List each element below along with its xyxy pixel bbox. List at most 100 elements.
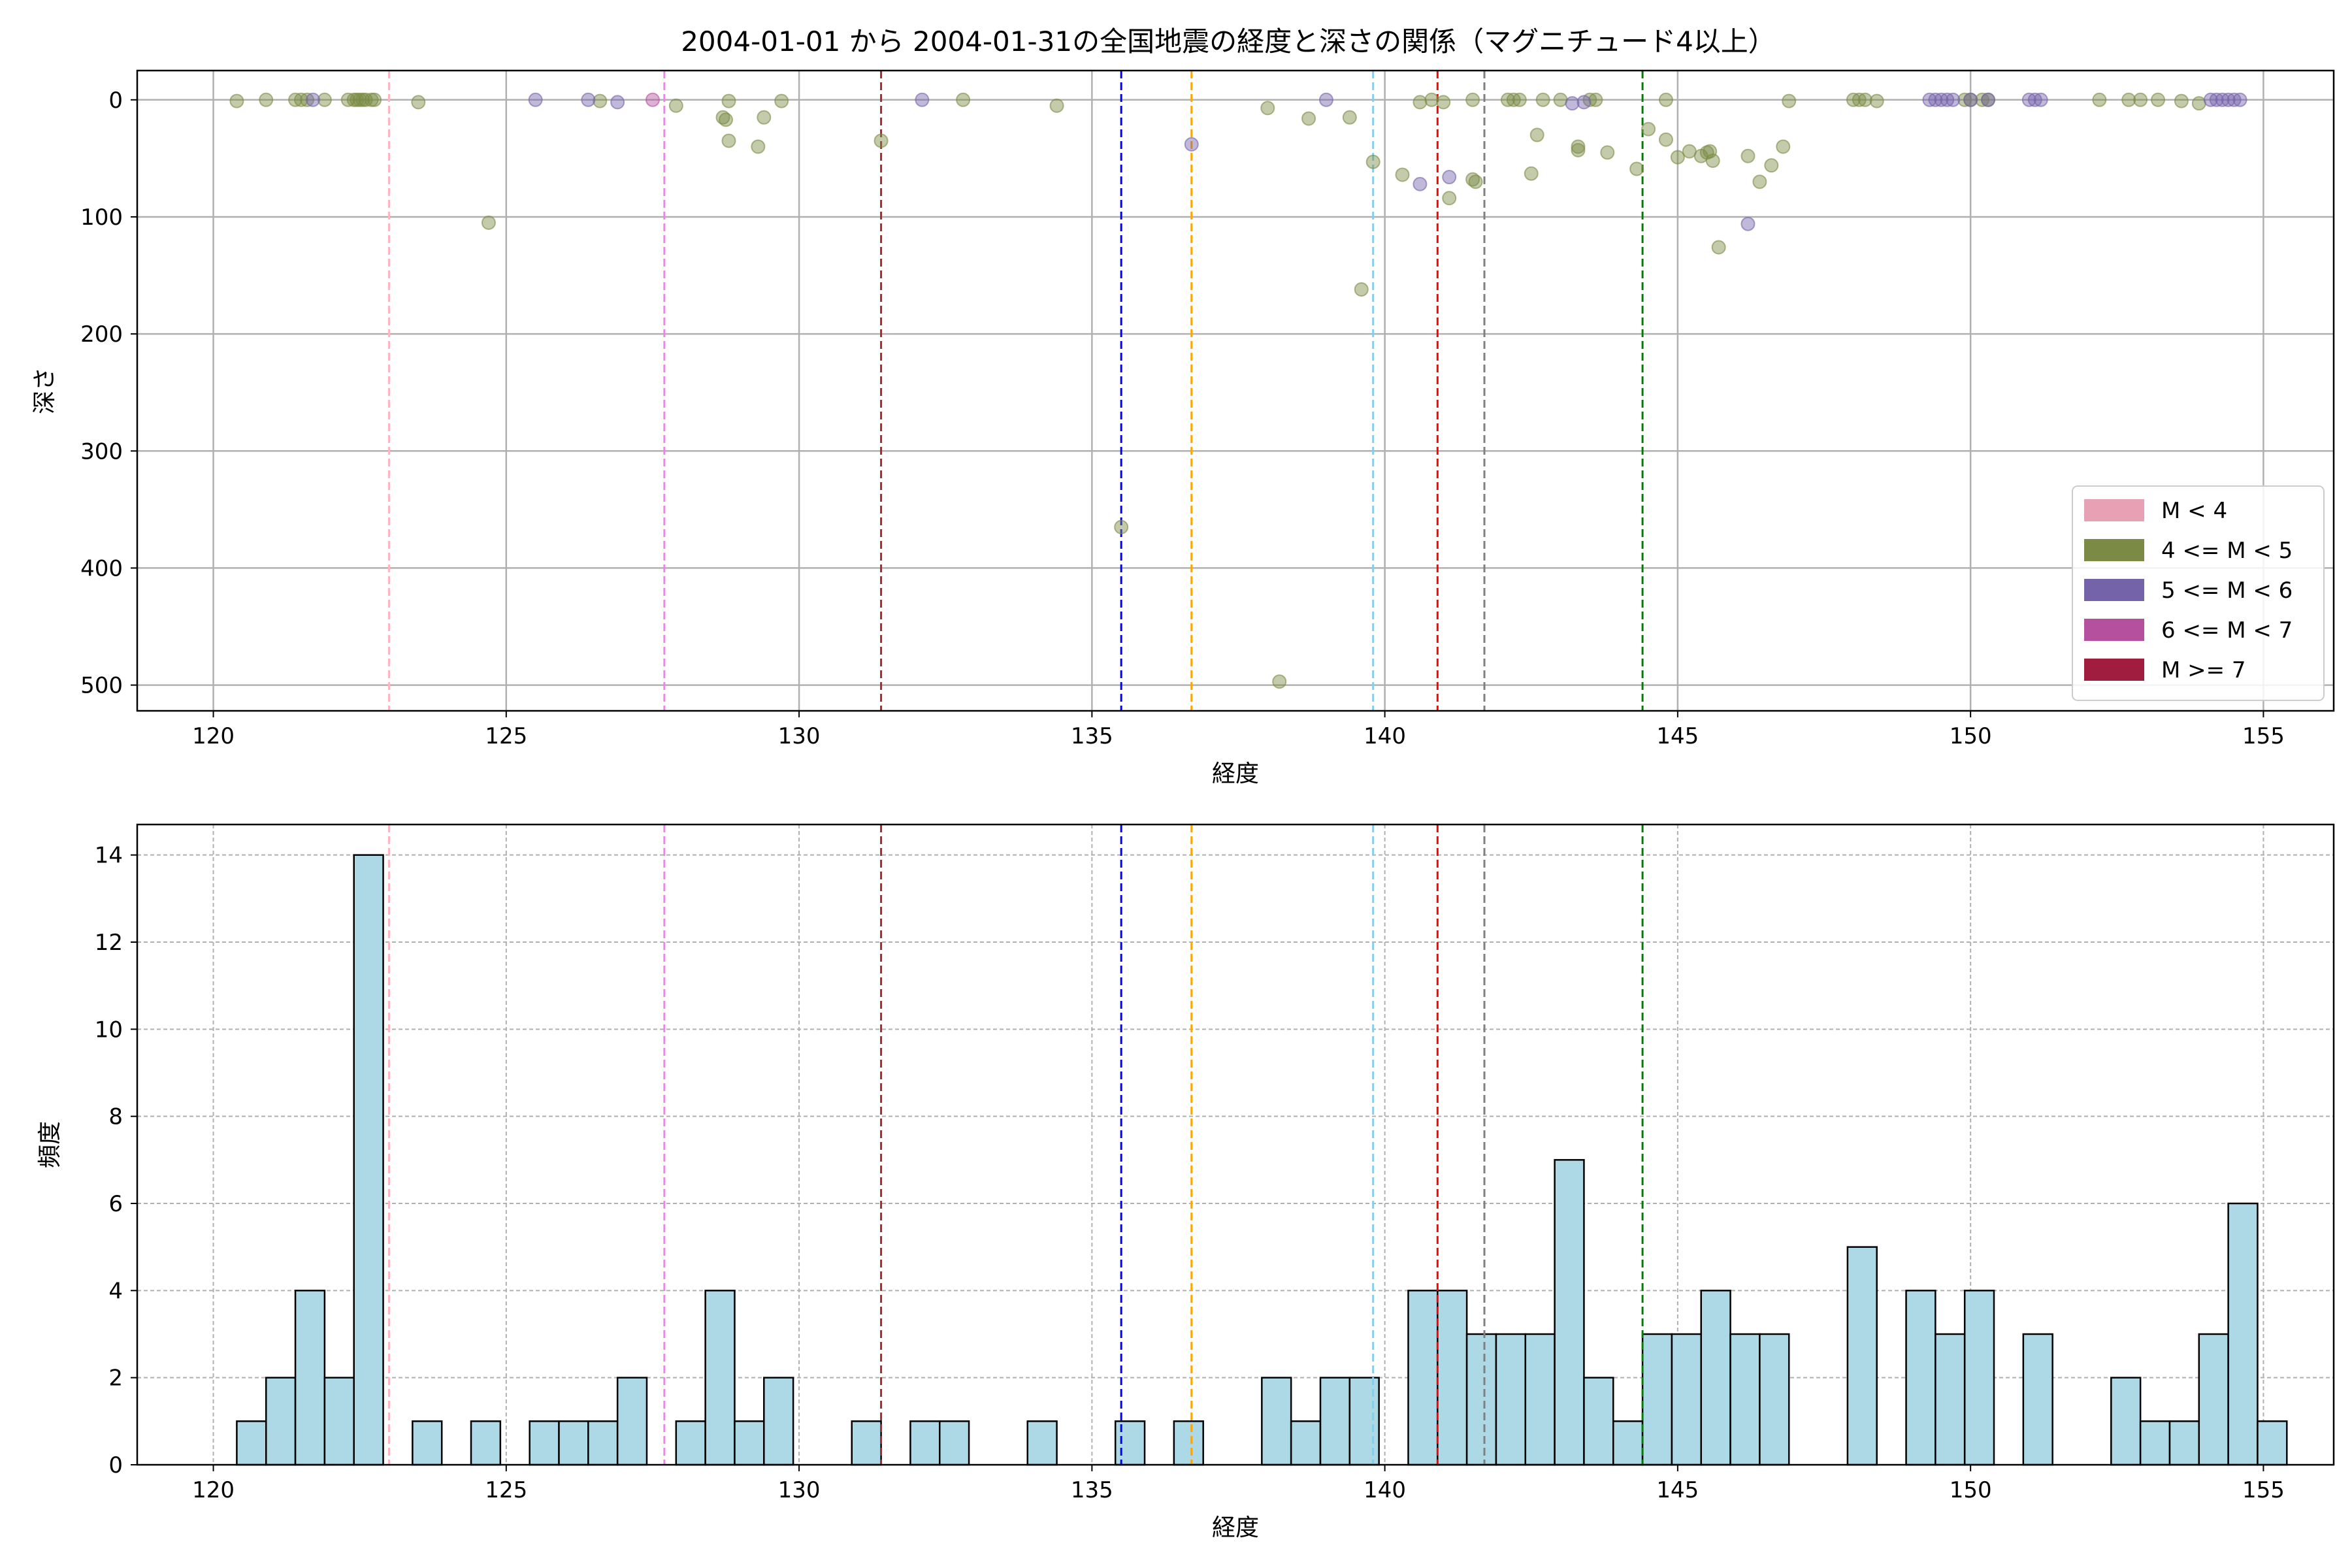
data-point xyxy=(1395,167,1410,182)
histogram-bar xyxy=(616,1377,648,1466)
data-point xyxy=(2121,92,2136,107)
histogram-bar xyxy=(558,1420,589,1466)
data-point xyxy=(1571,139,1586,154)
data-point xyxy=(1928,92,1943,107)
legend-label: M < 4 xyxy=(2161,498,2227,524)
x-tick-label: 135 xyxy=(1071,1477,1113,1503)
histogram-bar xyxy=(1905,1290,1936,1466)
histogram-chart: 120 125 130 135 140 145 150 155 0 2 4 6 8 10 12 14 経度 頻度 xyxy=(37,823,2335,1541)
data-point xyxy=(1500,92,1515,107)
data-point xyxy=(1413,95,1428,110)
x-tick-label: 130 xyxy=(778,723,821,749)
y-tick-label: 500 xyxy=(80,673,123,699)
data-point xyxy=(1260,101,1275,116)
histogram-bar xyxy=(2227,1202,2259,1466)
data-point xyxy=(1852,92,1867,107)
y-tick-label: 300 xyxy=(80,438,123,465)
data-point xyxy=(1946,92,1961,107)
data-point xyxy=(1922,92,1937,107)
chart-title: 2004-01-01 から 2004-01-31の全国地震の経度と深さの関係（マ… xyxy=(681,25,1776,57)
data-point xyxy=(367,92,382,107)
data-point xyxy=(1857,92,1872,107)
data-point xyxy=(956,92,971,107)
x-tick-label: 135 xyxy=(1071,723,1113,749)
data-point xyxy=(2191,96,2206,111)
y-tick-label: 4 xyxy=(108,1278,123,1304)
histogram-bar xyxy=(1935,1333,1966,1466)
histogram-bar xyxy=(1437,1290,1468,1466)
data-point xyxy=(411,95,426,110)
data-point xyxy=(1752,174,1767,189)
x-tick-label: 125 xyxy=(485,723,527,749)
histogram-bar xyxy=(412,1420,443,1466)
legend-label: M >= 7 xyxy=(2161,657,2246,683)
y-tick-label: 0 xyxy=(108,88,123,114)
data-point xyxy=(1846,92,1861,107)
histogram-bar xyxy=(909,1420,941,1466)
data-point xyxy=(2174,93,2189,108)
histogram-bar xyxy=(763,1377,794,1466)
data-point xyxy=(2209,92,2224,107)
data-point xyxy=(1957,92,1972,107)
y-axis-label: 頻度 xyxy=(37,1121,63,1168)
data-point xyxy=(645,92,660,107)
histogram-bar xyxy=(1524,1333,1556,1466)
data-point xyxy=(1782,93,1797,108)
data-point xyxy=(1711,240,1726,255)
x-tick-label: 150 xyxy=(1950,1477,1992,1503)
histogram-bar xyxy=(939,1420,970,1466)
legend-swatch xyxy=(2084,619,2144,641)
histogram-bar xyxy=(265,1377,297,1466)
legend-swatch xyxy=(2084,539,2144,561)
y-tick-label: 400 xyxy=(80,555,123,581)
data-point xyxy=(1512,92,1527,107)
data-point xyxy=(581,92,596,107)
histogram-bar xyxy=(1465,1333,1497,1466)
data-point xyxy=(1576,95,1592,110)
histogram-bar xyxy=(1026,1420,1058,1466)
data-point xyxy=(1670,150,1685,165)
x-tick-label: 140 xyxy=(1364,723,1406,749)
x-tick-label: 145 xyxy=(1656,723,1699,749)
histogram-bar xyxy=(1348,1377,1380,1466)
plot-frame xyxy=(136,69,2335,712)
data-point xyxy=(1658,92,1673,107)
legend-swatch xyxy=(2084,579,2144,601)
data-point xyxy=(2203,92,2218,107)
legend-label: 5 <= M < 6 xyxy=(2161,578,2293,604)
data-point xyxy=(1565,96,1580,111)
data-point xyxy=(229,93,244,108)
data-point xyxy=(2151,92,2166,107)
data-point xyxy=(1318,92,1333,107)
y-tick-label: 2 xyxy=(108,1365,123,1392)
data-point xyxy=(317,92,332,107)
histogram-bar xyxy=(353,854,384,1466)
data-point xyxy=(259,92,274,107)
x-tick-label: 155 xyxy=(2242,723,2285,749)
data-point xyxy=(1468,174,1483,189)
data-point xyxy=(1975,92,1990,107)
data-point xyxy=(294,92,309,107)
data-point xyxy=(2027,92,2042,107)
data-point xyxy=(1963,92,1978,107)
data-point xyxy=(1436,95,1451,110)
x-tick-label: 130 xyxy=(778,1477,821,1503)
histogram-bar xyxy=(529,1420,560,1466)
histogram-bar xyxy=(704,1290,736,1466)
data-point xyxy=(1354,282,1369,297)
histogram-bar xyxy=(1319,1377,1351,1466)
y-tick-label: 10 xyxy=(95,1017,123,1043)
data-point xyxy=(1301,111,1316,126)
data-point xyxy=(1272,674,1287,689)
histogram-bar xyxy=(2198,1333,2229,1466)
data-point xyxy=(1571,142,1586,157)
y-axis-label: 深さ xyxy=(31,367,58,414)
data-point xyxy=(1342,110,1357,125)
data-point xyxy=(299,92,314,107)
data-point xyxy=(1424,92,1439,107)
data-point xyxy=(1658,132,1673,147)
x-tick-label: 120 xyxy=(192,723,235,749)
histogram-bar xyxy=(294,1290,326,1466)
data-point xyxy=(2021,92,2036,107)
